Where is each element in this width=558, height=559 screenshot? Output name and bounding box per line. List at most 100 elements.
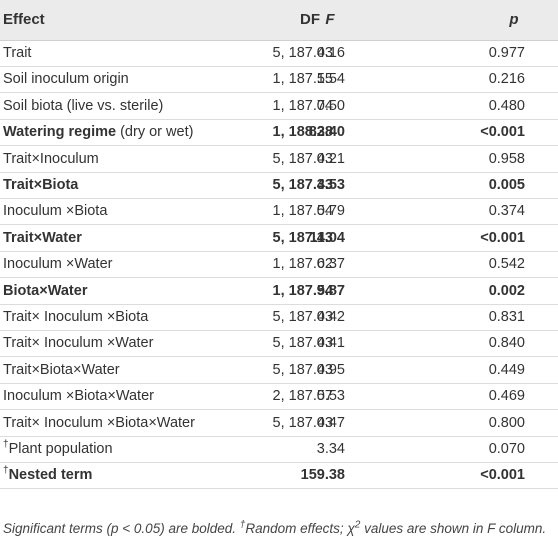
table-row: Trait×Biota 5, 187.43 3.53 0.005: [0, 172, 558, 199]
effect-cell: Trait×Water: [3, 225, 82, 251]
effect-cell: Soil inoculum origin: [3, 66, 129, 92]
table-row: Trait×Inoculum 5, 187.43 0.21 0.958: [0, 146, 558, 173]
f-cell: 159.38: [300, 467, 345, 484]
p-cell: 0.840: [488, 335, 525, 352]
df-cell: 5, 187.43: [272, 414, 333, 431]
f-cell: 0.79: [316, 203, 345, 220]
f-cell: 0.16: [316, 45, 345, 61]
text-part: Plant population: [8, 441, 113, 457]
f-cell: 0.42: [316, 309, 345, 325]
df-cell: 5, 187.43: [272, 335, 333, 352]
table-row: Trait×Water 5, 187.43 11.04 <0.001: [0, 225, 558, 252]
effect-cell: Trait: [3, 40, 31, 66]
table-row: Inoculum ×Biota 1, 187.54 0.79 0.374: [0, 198, 558, 226]
table-row: Soil biota (live vs. sterile) 1, 187.74 0.…: [0, 93, 558, 120]
p-cell: 0.958: [488, 150, 525, 167]
effect-cell: Trait×Biota×Water: [3, 357, 120, 383]
p-cell: <0.001: [480, 124, 525, 141]
text-part: Trait× Inoculum ×Water: [3, 335, 154, 352]
df-cell: 5, 187.43: [272, 309, 333, 325]
df-cell: 1, 187.55: [272, 71, 333, 88]
f-cell: 1.54: [316, 71, 345, 88]
p-cell: 0.449: [488, 361, 525, 378]
table-row: Trait× Inoculum ×Biota 5, 187.43 0.42 0.831: [0, 304, 558, 331]
df-cell: 5, 187.43: [272, 45, 333, 61]
footnote: Significant terms (p < 0.05) are bolded.…: [3, 519, 548, 538]
text-part: Watering regime: [3, 124, 117, 141]
p-cell: 0.216: [488, 71, 525, 88]
effect-cell: Inoculum ×Water: [3, 251, 112, 277]
text-part: Inoculum ×Biota: [3, 203, 108, 220]
p-cell: 0.070: [488, 441, 525, 457]
table-row: †Plant population 3.34 0.070: [0, 436, 558, 463]
effect-cell: Inoculum ×Biota×Water: [3, 383, 154, 409]
p-cell: 0.800: [488, 414, 525, 431]
f-cell: 0.37: [316, 256, 345, 273]
table-row: Watering regime (dry or wet) 1, 188.38 82.…: [0, 119, 558, 147]
p-cell: <0.001: [480, 467, 525, 484]
table-row: Trait 5, 187.43 0.16 0.977: [0, 40, 558, 67]
effect-cell: Inoculum ×Biota: [3, 198, 107, 224]
text-part: Soil biota (live vs. sterile): [3, 97, 164, 114]
table-row: Inoculum ×Biota×Water 2, 187.57 0.53 0.469: [0, 383, 558, 411]
f-cell: 11.04: [309, 229, 346, 246]
text-part: Trait× Inoculum ×Biota: [3, 309, 149, 325]
p-cell: 0.469: [488, 388, 525, 405]
f-cell: 3.53: [316, 177, 345, 193]
text-part: Random effects; χ: [245, 521, 355, 536]
df-cell: 1, 187.54: [272, 203, 333, 220]
header-cell: F: [325, 11, 335, 28]
table-row: Biota×Water 1, 187.54 9.87 0.002: [0, 278, 558, 305]
p-cell: 0.002: [488, 282, 525, 299]
table-row: Inoculum ×Water 1, 187.62 0.37 0.542: [0, 251, 558, 279]
table-row: Trait×Biota×Water 5, 187.43 0.95 0.449: [0, 357, 558, 384]
effect-cell: Trait× Inoculum ×Biota×Water: [3, 410, 195, 436]
effect-cell: Soil biota (live vs. sterile): [3, 93, 163, 119]
text-part: Inoculum ×Water: [3, 256, 113, 273]
p-cell: 0.005: [488, 177, 525, 193]
superscript: †: [3, 465, 9, 477]
f-cell: 0.50: [316, 97, 345, 114]
effect-cell: Trait× Inoculum ×Biota: [3, 304, 148, 330]
table-row: Trait× Inoculum ×Water 5, 187.43 0.41 0.840: [0, 330, 558, 358]
f-cell: 0.41: [316, 335, 345, 352]
p-cell: 0.374: [488, 203, 525, 220]
text-part: Trait×Water: [3, 229, 82, 246]
effect-cell: Trait×Inoculum: [3, 146, 99, 172]
df-cell: 1, 188.38: [272, 124, 333, 141]
f-cell: 0.95: [316, 361, 345, 378]
f-cell: 0.21: [316, 150, 345, 167]
table-row: Soil inoculum origin 1, 187.55 1.54 0.216: [0, 66, 558, 94]
text-part: Trait×Inoculum: [3, 150, 99, 167]
text-part: Trait×Biota: [3, 177, 79, 193]
header-cell: Effect: [3, 11, 45, 28]
effect-cell: †Plant population: [3, 436, 113, 462]
f-cell: 82.40: [308, 124, 345, 141]
effect-cell: †Nested term: [3, 462, 92, 488]
text-part: Inoculum ×Biota×Water: [3, 388, 154, 405]
df-cell: 1, 187.74: [272, 97, 333, 114]
text-part: Nested term: [8, 467, 93, 484]
df-cell: 1, 187.54: [272, 282, 333, 299]
p-cell: 0.831: [488, 309, 525, 325]
header-cell: DF: [300, 11, 320, 28]
header-row: Effect DF F p: [0, 0, 558, 41]
effect-cell: Trait×Biota: [3, 172, 78, 198]
effect-cell: Watering regime (dry or wet): [3, 119, 193, 145]
superscript: 2: [354, 519, 361, 531]
f-cell: 3.34: [316, 441, 345, 457]
df-cell: 5, 187.43: [272, 361, 333, 378]
text-part: Trait×Biota×Water: [3, 361, 120, 378]
f-cell: 9.87: [316, 282, 345, 299]
df-cell: 2, 187.57: [272, 388, 333, 405]
text-part: Biota×Water: [3, 282, 88, 299]
df-cell: 5, 187.43: [272, 150, 333, 167]
df-cell: 5, 187.43: [272, 229, 333, 246]
text-part: Soil inoculum origin: [3, 71, 129, 88]
superscript: †: [239, 519, 246, 531]
text-part: values are shown in F column.: [360, 521, 547, 536]
p-cell: 0.480: [488, 97, 525, 114]
header-cell: p: [509, 11, 519, 28]
table-row: †Nested term 159.38 <0.001: [0, 462, 558, 490]
